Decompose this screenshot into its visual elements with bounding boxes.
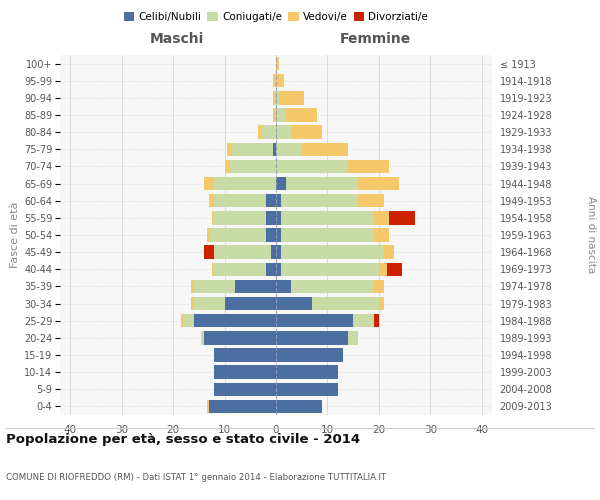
Bar <box>281 228 374 241</box>
Bar <box>358 177 400 190</box>
Bar <box>276 57 278 70</box>
Text: Femmine: Femmine <box>340 32 411 46</box>
Bar <box>274 91 276 104</box>
Bar <box>286 108 317 122</box>
Bar <box>212 262 214 276</box>
Bar <box>194 297 224 310</box>
Bar <box>214 194 266 207</box>
Bar <box>276 177 286 190</box>
Bar <box>206 400 209 413</box>
Bar <box>209 228 266 241</box>
Bar <box>292 280 374 293</box>
Bar <box>260 126 276 139</box>
Bar <box>276 382 338 396</box>
Bar <box>384 246 394 259</box>
Bar <box>191 280 194 293</box>
Bar <box>230 160 276 173</box>
Bar <box>224 160 230 173</box>
Bar <box>206 228 209 241</box>
Text: COMUNE DI RIOFREDDO (RM) - Dati ISTAT 1° gennaio 2014 - Elaborazione TUTTITALIA.: COMUNE DI RIOFREDDO (RM) - Dati ISTAT 1°… <box>6 473 386 482</box>
Bar <box>274 108 276 122</box>
Bar <box>214 246 271 259</box>
Bar <box>281 211 374 224</box>
Bar <box>276 211 281 224</box>
Bar <box>266 211 276 224</box>
Bar <box>374 228 389 241</box>
Bar <box>286 177 358 190</box>
Bar <box>276 228 281 241</box>
Bar <box>212 211 214 224</box>
Bar <box>194 280 235 293</box>
Bar <box>389 211 415 224</box>
Bar <box>276 331 348 344</box>
Bar <box>204 246 214 259</box>
Bar <box>258 126 260 139</box>
Bar <box>266 262 276 276</box>
Bar <box>348 331 358 344</box>
Y-axis label: Fasce di età: Fasce di età <box>10 202 20 268</box>
Bar <box>214 262 266 276</box>
Bar <box>386 262 402 276</box>
Bar <box>276 262 281 276</box>
Bar <box>379 297 384 310</box>
Bar <box>274 142 276 156</box>
Bar <box>276 366 338 379</box>
Text: Popolazione per età, sesso e stato civile - 2014: Popolazione per età, sesso e stato civil… <box>6 432 360 446</box>
Bar <box>276 91 278 104</box>
Bar <box>227 142 232 156</box>
Bar <box>379 262 386 276</box>
Bar <box>214 211 266 224</box>
Bar <box>276 160 348 173</box>
Bar <box>184 314 194 328</box>
Bar <box>276 348 343 362</box>
Bar <box>191 297 194 310</box>
Bar <box>271 246 276 259</box>
Legend: Celibi/Nubili, Coniugati/e, Vedovi/e, Divorziati/e: Celibi/Nubili, Coniugati/e, Vedovi/e, Di… <box>119 8 433 26</box>
Bar <box>353 314 374 328</box>
Bar <box>214 348 276 362</box>
Bar <box>276 126 292 139</box>
Bar <box>214 382 276 396</box>
Bar <box>276 142 302 156</box>
Bar <box>274 74 276 88</box>
Bar <box>181 314 184 328</box>
Bar <box>235 280 276 293</box>
Bar <box>358 194 384 207</box>
Bar <box>266 228 276 241</box>
Bar <box>276 314 353 328</box>
Bar <box>202 331 204 344</box>
Bar <box>224 297 276 310</box>
Bar <box>276 297 312 310</box>
Bar <box>292 126 322 139</box>
Bar <box>204 177 214 190</box>
Bar <box>276 280 292 293</box>
Bar <box>232 142 274 156</box>
Bar <box>276 74 284 88</box>
Bar <box>281 194 358 207</box>
Bar <box>302 142 348 156</box>
Bar <box>281 262 379 276</box>
Bar <box>266 194 276 207</box>
Bar <box>214 366 276 379</box>
Bar <box>278 91 304 104</box>
Bar <box>209 400 276 413</box>
Bar <box>276 246 281 259</box>
Bar <box>312 297 379 310</box>
Bar <box>281 246 384 259</box>
Bar <box>374 314 379 328</box>
Bar <box>374 211 389 224</box>
Bar <box>204 331 276 344</box>
Text: Maschi: Maschi <box>149 32 204 46</box>
Bar <box>209 194 214 207</box>
Bar <box>194 314 276 328</box>
Bar <box>374 280 384 293</box>
Text: Anni di nascita: Anni di nascita <box>586 196 596 274</box>
Bar <box>348 160 389 173</box>
Bar <box>214 177 276 190</box>
Bar <box>276 194 281 207</box>
Bar <box>276 400 322 413</box>
Bar <box>276 108 286 122</box>
